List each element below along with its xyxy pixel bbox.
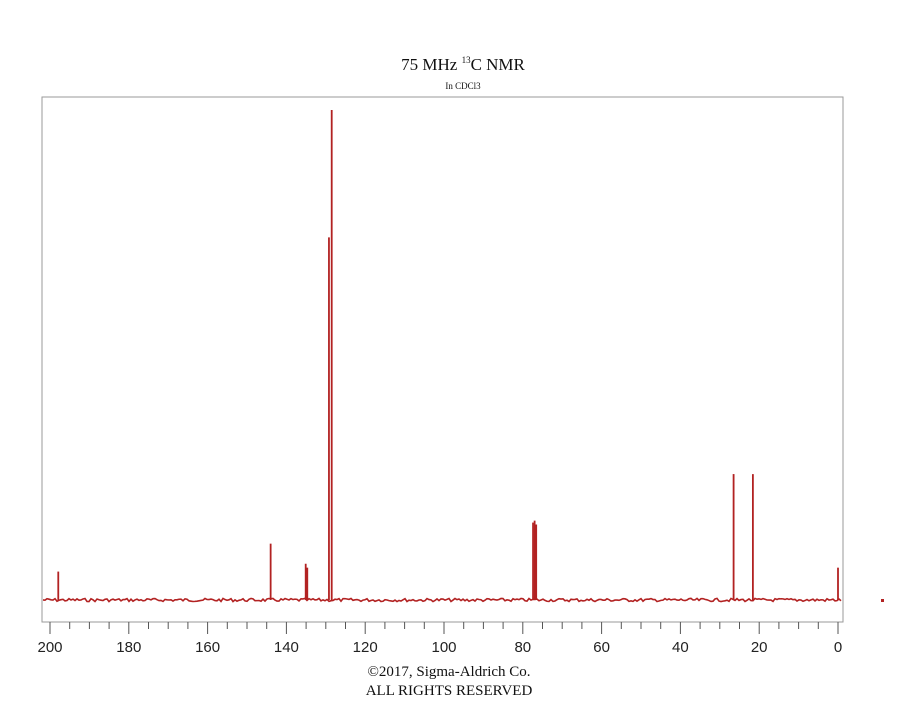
x-tick-label: 40 [672,639,689,656]
x-axis [49,622,839,634]
x-tick-label: 60 [593,639,610,656]
stray-marker [881,599,884,602]
x-tick-label: 160 [195,639,220,656]
chart-subtitle: In CDCl3 [445,81,481,91]
plot-frame [41,96,844,623]
spectrum-baseline [42,597,842,603]
x-tick-label: 140 [274,639,299,656]
chart-title: 75 MHz 13C NMR [401,55,525,74]
copyright-line-2: ALL RIGHTS RESERVED [366,683,533,699]
x-tick-label: 80 [514,639,531,656]
x-tick-label: 120 [353,639,378,656]
x-tick-label: 200 [37,639,62,656]
x-tick-label: 100 [431,639,456,656]
x-tick-label: 180 [116,639,141,656]
x-tick-label: 20 [751,639,768,656]
spectrum-peaks [57,110,839,600]
copyright-line-1: ©2017, Sigma-Aldrich Co. [367,664,530,680]
x-tick-label: 0 [834,639,842,656]
x-axis-tick-labels: 200 180 160 140 120 100 80 60 40 20 0 [37,639,842,656]
